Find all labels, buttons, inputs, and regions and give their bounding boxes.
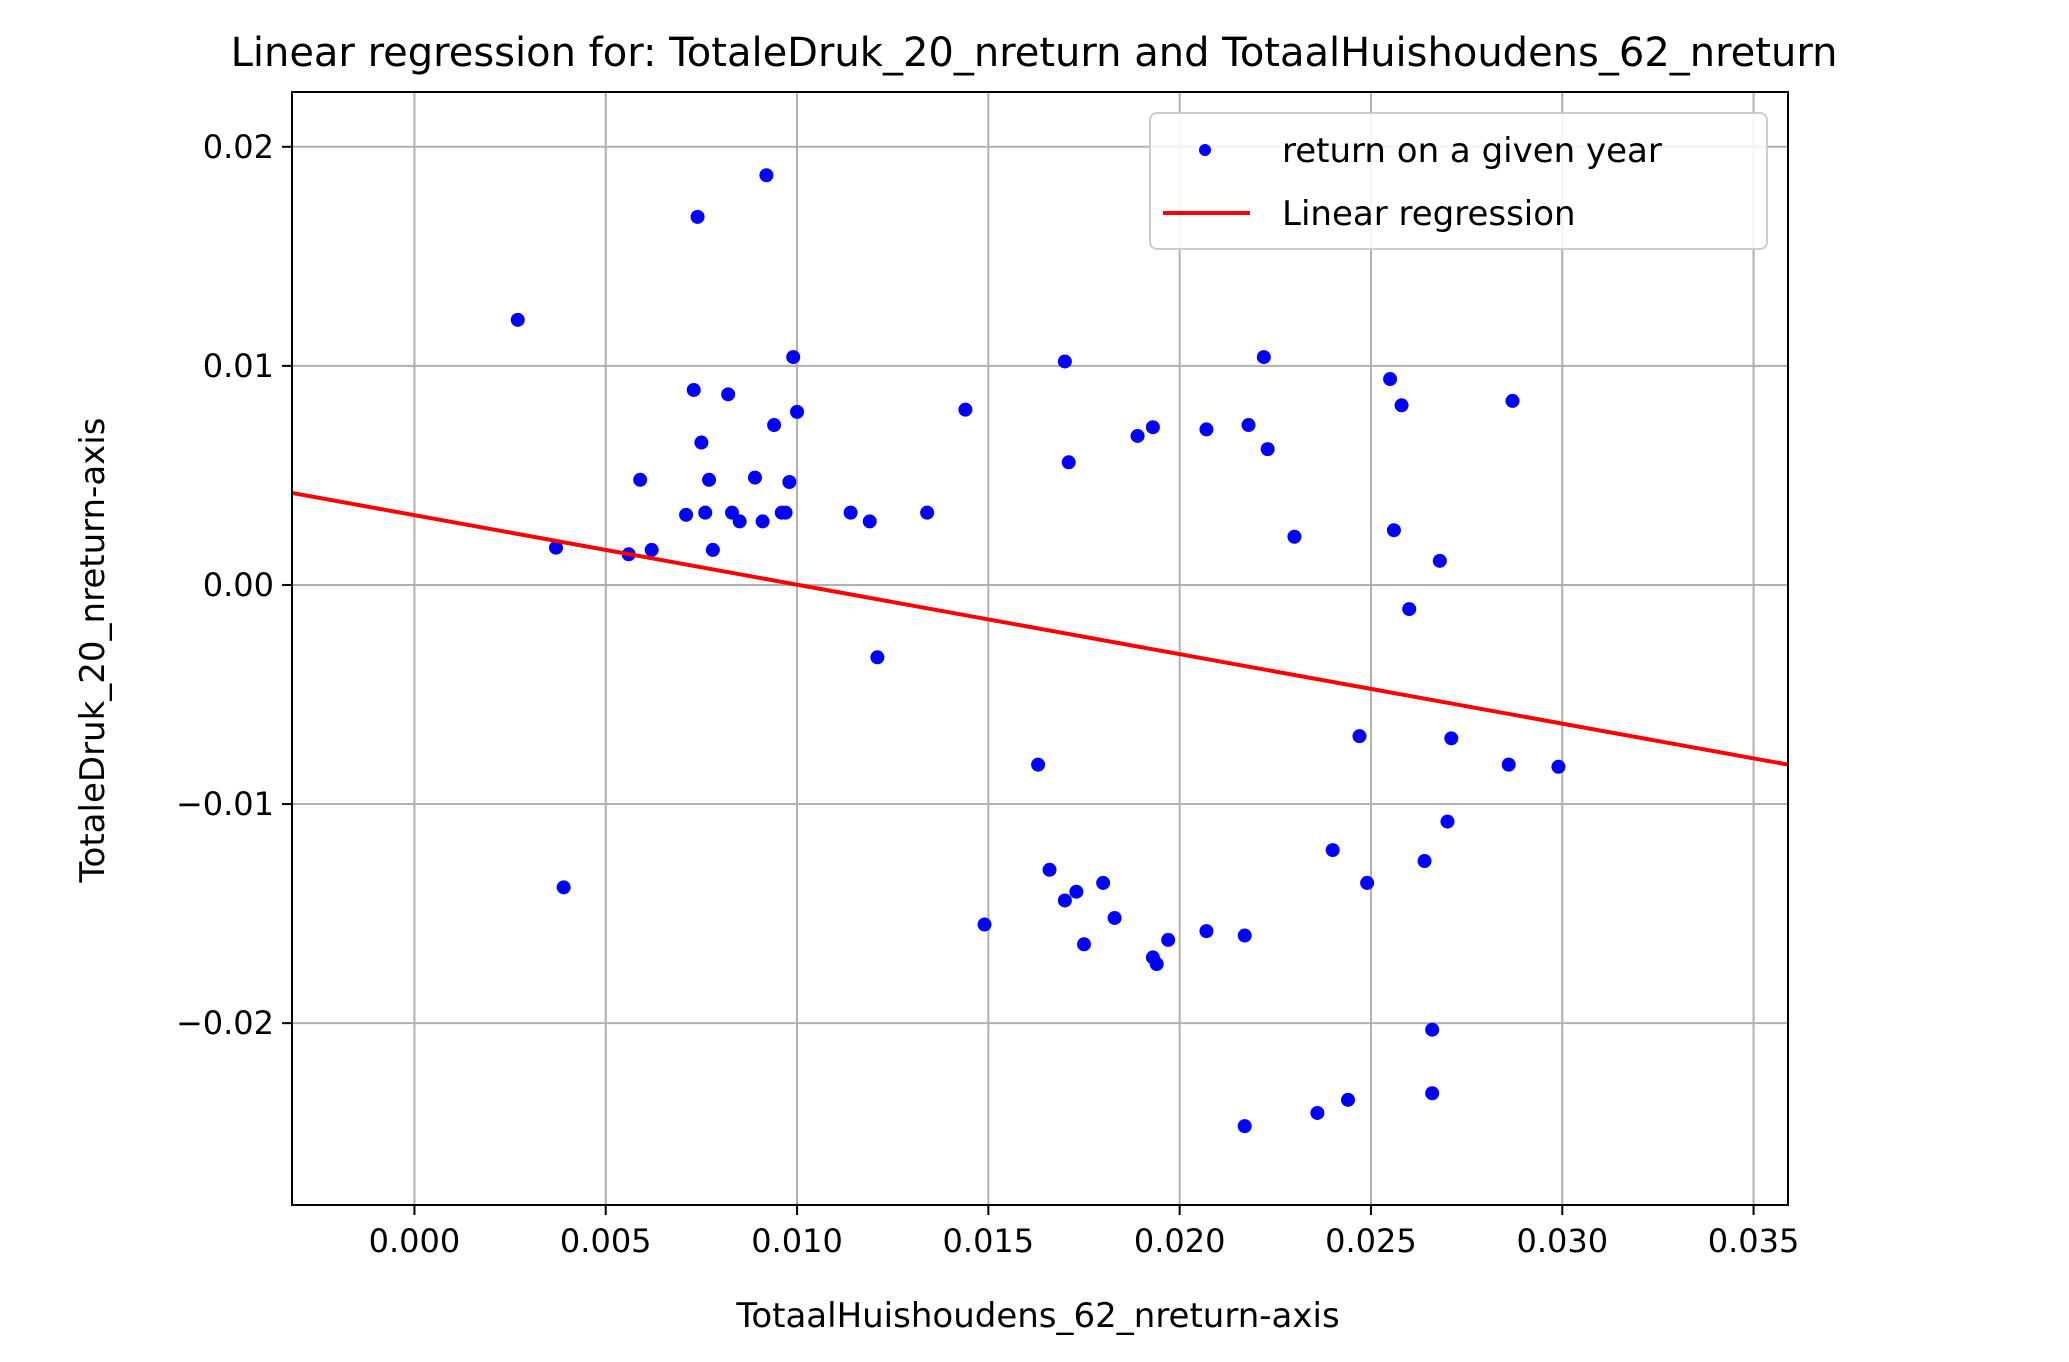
data-point bbox=[721, 387, 736, 402]
x-tick-label: 0.030 bbox=[1516, 1222, 1608, 1260]
data-point bbox=[759, 168, 774, 183]
chart-title: Linear regression for: TotaleDruk_20_nre… bbox=[231, 30, 1838, 76]
data-point bbox=[705, 542, 720, 557]
regression-line bbox=[291, 490, 1789, 767]
data-point bbox=[1130, 428, 1145, 443]
data-point bbox=[694, 435, 709, 450]
regression-line-group bbox=[291, 490, 1789, 767]
y-tick-label: 0.02 bbox=[203, 128, 274, 166]
data-point bbox=[1031, 757, 1046, 772]
x-tick-label: 0.020 bbox=[1134, 1222, 1226, 1260]
legend-label-line: Linear regression bbox=[1282, 194, 1576, 234]
data-point bbox=[1096, 875, 1111, 890]
data-point bbox=[862, 514, 877, 529]
data-point bbox=[1505, 393, 1520, 408]
data-point bbox=[1199, 422, 1214, 437]
data-point bbox=[1241, 418, 1256, 433]
data-point bbox=[644, 542, 659, 557]
data-point bbox=[1310, 1105, 1325, 1120]
data-point bbox=[870, 650, 885, 665]
data-point bbox=[1057, 354, 1072, 369]
y-axis-label: TotaleDruk_20_nreturn-axis bbox=[73, 418, 113, 884]
x-tick-label: 0.025 bbox=[1325, 1222, 1417, 1260]
data-point bbox=[782, 474, 797, 489]
x-tick-label: 0.015 bbox=[943, 1222, 1035, 1260]
legend-box bbox=[1149, 112, 1768, 250]
x-tick-label: 0.035 bbox=[1708, 1222, 1800, 1260]
data-point bbox=[1325, 843, 1340, 858]
data-point bbox=[778, 505, 793, 520]
grid bbox=[292, 92, 1788, 1205]
data-point bbox=[1077, 937, 1091, 952]
data-point bbox=[843, 505, 858, 520]
data-point bbox=[1069, 884, 1084, 899]
data-point bbox=[732, 514, 747, 529]
data-point bbox=[1402, 602, 1417, 617]
x-axis-label: TotaalHuishoudens_62_nreturn-axis bbox=[735, 1296, 1339, 1336]
data-point bbox=[633, 472, 648, 487]
legend-label-scatter: return on a given year bbox=[1282, 131, 1662, 171]
axis-ticks: 0.000 0.005 0.010 0.015 0.020 0.025 0.030 0.035… bbox=[176, 128, 1799, 1260]
data-point bbox=[1417, 854, 1432, 869]
data-point bbox=[1386, 523, 1401, 538]
data-point bbox=[1352, 729, 1367, 744]
y-tick-label: 0.01 bbox=[203, 347, 274, 385]
data-point bbox=[686, 382, 701, 397]
data-point bbox=[958, 402, 973, 417]
data-point bbox=[767, 418, 782, 433]
data-point bbox=[510, 312, 525, 327]
data-point bbox=[690, 209, 705, 224]
data-point bbox=[1551, 759, 1566, 774]
legend-marker-scatter bbox=[1199, 144, 1211, 156]
x-tick-label: 0.010 bbox=[751, 1222, 843, 1260]
data-point bbox=[1237, 1119, 1252, 1134]
data-point bbox=[1149, 956, 1164, 971]
data-point bbox=[1440, 814, 1455, 829]
legend: return on a given year Linear regression bbox=[1149, 112, 1768, 250]
data-point bbox=[1394, 398, 1409, 413]
data-point bbox=[755, 514, 770, 529]
y-tick-label: −0.02 bbox=[176, 1004, 274, 1042]
data-point bbox=[1256, 350, 1271, 365]
data-point bbox=[1145, 420, 1160, 435]
data-point bbox=[1161, 932, 1176, 947]
data-point bbox=[1237, 928, 1252, 943]
data-points bbox=[510, 168, 1566, 1134]
y-tick-label: 0.00 bbox=[203, 566, 274, 604]
data-point bbox=[1287, 529, 1302, 544]
data-point bbox=[1057, 893, 1072, 908]
data-point bbox=[549, 540, 563, 555]
data-point bbox=[920, 505, 935, 520]
data-point bbox=[1360, 875, 1375, 890]
plot-frame bbox=[291, 91, 1789, 1206]
data-point bbox=[556, 880, 571, 895]
data-point bbox=[1383, 372, 1398, 387]
data-point bbox=[1107, 910, 1122, 925]
data-point bbox=[1501, 757, 1516, 772]
data-point bbox=[1260, 442, 1275, 457]
data-point bbox=[786, 350, 801, 365]
data-point bbox=[698, 505, 713, 520]
data-point bbox=[1042, 862, 1057, 877]
x-tick-label: 0.000 bbox=[369, 1222, 461, 1260]
data-point bbox=[679, 507, 694, 522]
data-point bbox=[1444, 731, 1459, 746]
data-point bbox=[1199, 924, 1214, 939]
data-point bbox=[747, 470, 762, 485]
data-point bbox=[1425, 1022, 1440, 1037]
data-point bbox=[1061, 455, 1076, 470]
x-tick-label: 0.005 bbox=[560, 1222, 652, 1260]
y-tick-label: −0.01 bbox=[176, 785, 274, 823]
data-point bbox=[977, 917, 992, 932]
data-point bbox=[790, 404, 805, 419]
data-point bbox=[1432, 553, 1447, 568]
data-point bbox=[1425, 1086, 1440, 1101]
data-point bbox=[702, 472, 717, 487]
data-point bbox=[1341, 1092, 1355, 1107]
